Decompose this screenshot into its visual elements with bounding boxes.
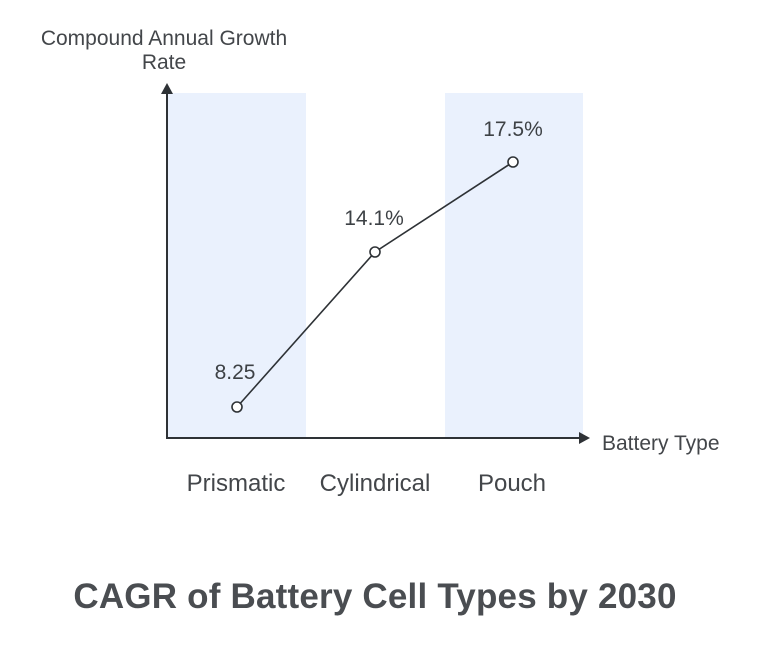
- highlight-band-prismatic: [168, 93, 306, 437]
- category-label-cylindrical: Cylindrical: [319, 470, 431, 497]
- x-axis-arrow-icon: [579, 432, 590, 444]
- y-axis-title-line2: Rate: [141, 51, 187, 75]
- value-label-prismatic: 8.25: [214, 361, 256, 384]
- value-label-pouch: 17.5%: [483, 118, 543, 141]
- x-axis-line: [166, 437, 580, 439]
- highlight-band-pouch: [445, 93, 583, 437]
- value-label-cylindrical: 14.1%: [344, 207, 404, 230]
- category-label-pouch: Pouch: [477, 470, 547, 497]
- y-axis-title: Compound Annual Growth Rate: [41, 27, 287, 75]
- marker-cylindrical: [369, 246, 381, 258]
- category-label-prismatic: Prismatic: [186, 470, 286, 497]
- chart-title: CAGR of Battery Cell Types by 2030: [73, 577, 677, 616]
- y-axis-arrow-icon: [161, 83, 173, 94]
- y-axis-title-line1: Compound Annual Growth: [40, 27, 288, 50]
- y-axis-line: [166, 92, 168, 438]
- x-axis-title: Battery Type: [602, 432, 720, 455]
